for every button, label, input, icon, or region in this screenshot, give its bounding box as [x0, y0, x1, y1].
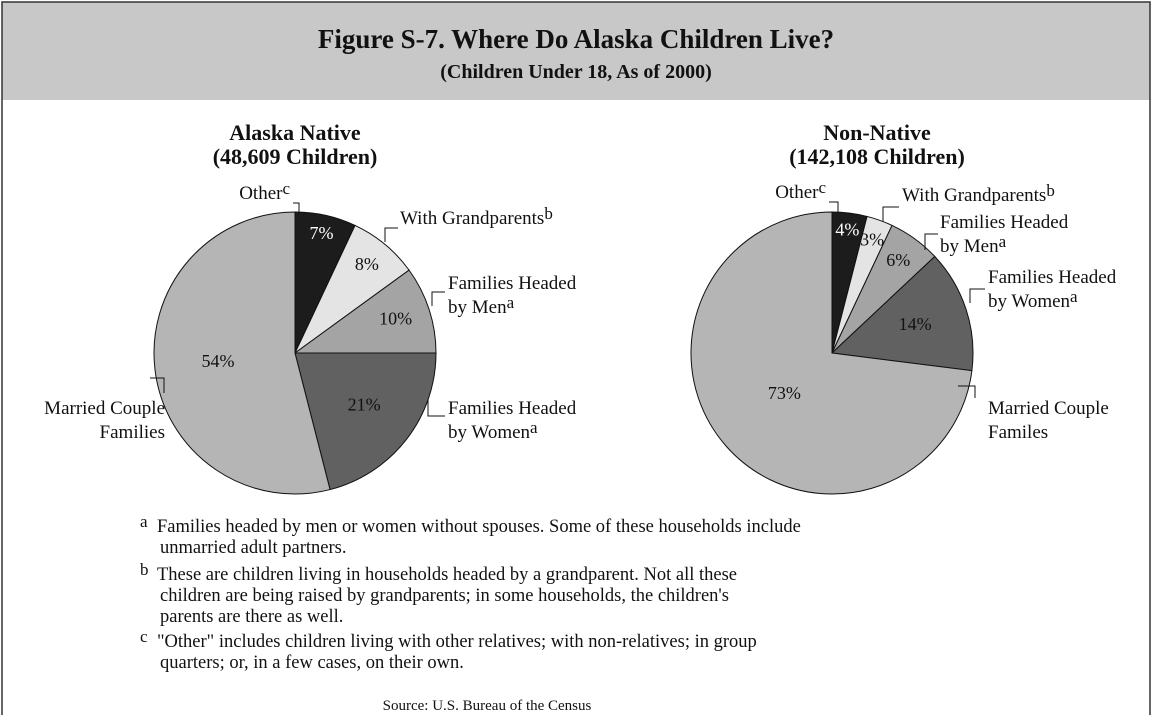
value-label: 54%: [202, 351, 235, 371]
category-label-line: by Women: [448, 422, 531, 443]
value-label: 7%: [309, 223, 333, 243]
pie-slice: [294, 352, 437, 491]
value-label: 14%: [899, 314, 932, 334]
pie-subtitle: (48,609 Children): [213, 144, 378, 169]
value-label: 6%: [886, 250, 910, 270]
category-label-line: Families Headed: [940, 212, 1069, 233]
footnote-line: unmarried adult partners.: [160, 538, 346, 558]
figure-subtitle: (Children Under 18, As of 2000): [440, 61, 712, 83]
category-label: Families Headed by Womena: [988, 267, 1117, 312]
category-label-line: Other: [775, 182, 819, 203]
leader-line: [924, 233, 938, 250]
pie-title: Non-Native: [823, 120, 931, 145]
note-mark: a: [1070, 287, 1078, 306]
footnote-mark: c: [140, 627, 148, 646]
leader-line: [431, 291, 445, 306]
category-label-line: by Men: [448, 297, 507, 318]
figure-title: Figure S-7. Where Do Alaska Children Liv…: [318, 24, 834, 54]
category-label-line: Married Couple: [44, 398, 165, 419]
category-label: Otherc: [239, 179, 290, 204]
value-label: 4%: [835, 219, 859, 239]
note-mark: a: [507, 293, 515, 312]
footnote-mark: b: [140, 560, 149, 579]
category-label-line: Families: [100, 422, 165, 443]
leader-line: [427, 400, 445, 417]
leader-line: [969, 288, 985, 303]
value-label: 8%: [355, 254, 379, 274]
pie-slice: [690, 211, 973, 495]
category-label-line: by Men: [940, 236, 999, 257]
category-label-line: Families Headed: [988, 267, 1117, 288]
footnote-line: children are being raised by grandparent…: [160, 586, 729, 606]
value-label: 3%: [860, 230, 884, 250]
value-label: 73%: [768, 383, 801, 403]
leader-line: [829, 201, 839, 213]
leader-line: [958, 385, 976, 398]
pie-subtitle: (142,108 Children): [789, 144, 965, 169]
category-label-line: Familes: [988, 422, 1048, 443]
footnote-line: These are children living in households …: [157, 565, 737, 585]
category-label-line: Other: [239, 183, 283, 204]
category-label: With Grandparentsb: [902, 181, 1055, 206]
pie-slice: [153, 211, 331, 495]
value-label: 10%: [379, 308, 412, 328]
category-label: Families Headed by Womena: [448, 398, 577, 443]
category-label-line: With Grandparents: [400, 208, 544, 229]
leader-line: [384, 227, 398, 242]
category-label-line: Families Headed: [448, 398, 577, 419]
category-label: Families Headed by Mena: [940, 212, 1069, 257]
note-mark: b: [1046, 181, 1055, 200]
category-label: With Grandparentsb: [400, 204, 553, 229]
leader-line: [882, 206, 899, 222]
note-mark: c: [818, 178, 826, 197]
note-mark: b: [544, 204, 553, 223]
note-mark: a: [999, 232, 1007, 251]
header-band: [2, 2, 1150, 100]
category-label: Married Couple Familes: [988, 398, 1109, 443]
footnote-line: parents are there as well.: [160, 607, 343, 627]
category-label-line: With Grandparents: [902, 185, 1046, 206]
leader-line: [293, 202, 300, 214]
category-label: Otherc: [775, 178, 826, 203]
pie-slice: [830, 255, 974, 372]
category-label-line: by Women: [988, 291, 1071, 312]
note-mark: a: [530, 418, 538, 437]
leader-line: [150, 377, 165, 393]
footnote-line: Families headed by men or women without …: [157, 517, 801, 537]
footnote-line: quarters; or, in a few cases, on their o…: [160, 653, 464, 673]
note-mark: c: [282, 179, 290, 198]
category-label-line: Married Couple: [988, 398, 1109, 419]
category-label: Families Headed by Mena: [448, 273, 577, 318]
category-label: Married Couple Families: [44, 398, 165, 443]
footnote-line: "Other" includes children living with ot…: [157, 632, 757, 652]
value-label: 21%: [348, 395, 381, 415]
pie-slice: [293, 269, 437, 354]
footnote-mark: a: [140, 512, 148, 531]
pie-title: Alaska Native: [229, 120, 361, 145]
source: Source: U.S. Bureau of the Census: [383, 698, 592, 714]
category-label-line: Families Headed: [448, 273, 577, 294]
